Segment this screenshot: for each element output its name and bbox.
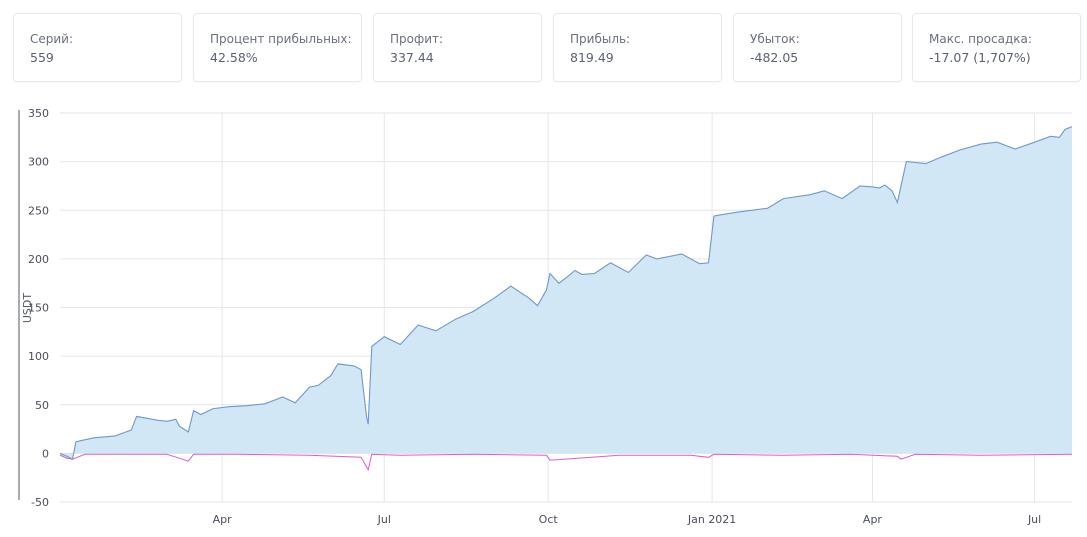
stat-value: 337.44: [390, 50, 434, 65]
stat-card-profit: Профит: 337.44: [373, 13, 542, 82]
stats-bar: Серий: 559 Процент прибыльных: 42.58% Пр…: [0, 0, 1087, 90]
y-axis-label: USDT: [21, 293, 34, 324]
stat-card-gross-profit: Прибыль: 819.49: [553, 13, 722, 82]
y-tick-label: 50: [35, 399, 49, 412]
stat-label: Профит:: [390, 32, 444, 46]
y-tick-label: 100: [28, 350, 49, 363]
equity-fill: [60, 126, 1072, 460]
equity-area: [60, 126, 1072, 460]
y-tick-label: 300: [28, 156, 49, 169]
stat-label: Макс. просадка:: [929, 32, 1032, 46]
x-tick-label: Jul: [377, 513, 391, 526]
x-tick-label: Jul: [1027, 513, 1041, 526]
y-tick-label: 200: [28, 253, 49, 266]
y-tick-label: -50: [31, 496, 49, 509]
equity-line: [59, 126, 1073, 460]
y-tick-label: 0: [42, 447, 49, 460]
x-tick-label: Jan 2021: [687, 513, 736, 526]
y-tick-label: 250: [28, 204, 49, 217]
x-tick-labels: Apr Jul Oct Jan 2021 Apr Jul: [213, 513, 1042, 526]
stat-card-series: Серий: 559: [13, 13, 182, 82]
drawdown-line: [59, 452, 1073, 472]
x-tick-label: Oct: [539, 513, 559, 526]
equity-chart: -50 0 50 100 150 200 250 300 350 Apr Jul Oct Jan 20…: [18, 107, 1073, 526]
stat-label: Серий:: [30, 32, 74, 46]
x-tick-label: Apr: [863, 513, 883, 526]
stat-card-win-rate: Процент прибыльных: 42.58%: [193, 13, 362, 82]
series-lines: [59, 126, 1073, 472]
y-tick-label: 150: [28, 302, 49, 315]
stat-value: 559: [30, 50, 54, 65]
stat-value: -482.05: [750, 50, 799, 65]
x-tick-label: Apr: [213, 513, 233, 526]
stat-value: 42.58%: [210, 50, 258, 65]
stat-value: -17.07 (1,707%): [929, 50, 1031, 65]
y-tick-labels: -50 0 50 100 150 200 250 300 350: [28, 107, 49, 509]
stat-label: Убыток:: [750, 32, 800, 46]
stat-card-loss: Убыток: -482.05: [733, 13, 902, 82]
stat-label: Прибыль:: [570, 32, 631, 46]
stat-card-max-drawdown: Макс. просадка: -17.07 (1,707%): [912, 13, 1081, 82]
stat-label: Процент прибыльных:: [210, 32, 352, 46]
y-tick-label: 350: [28, 107, 49, 120]
stat-value: 819.49: [570, 50, 614, 65]
